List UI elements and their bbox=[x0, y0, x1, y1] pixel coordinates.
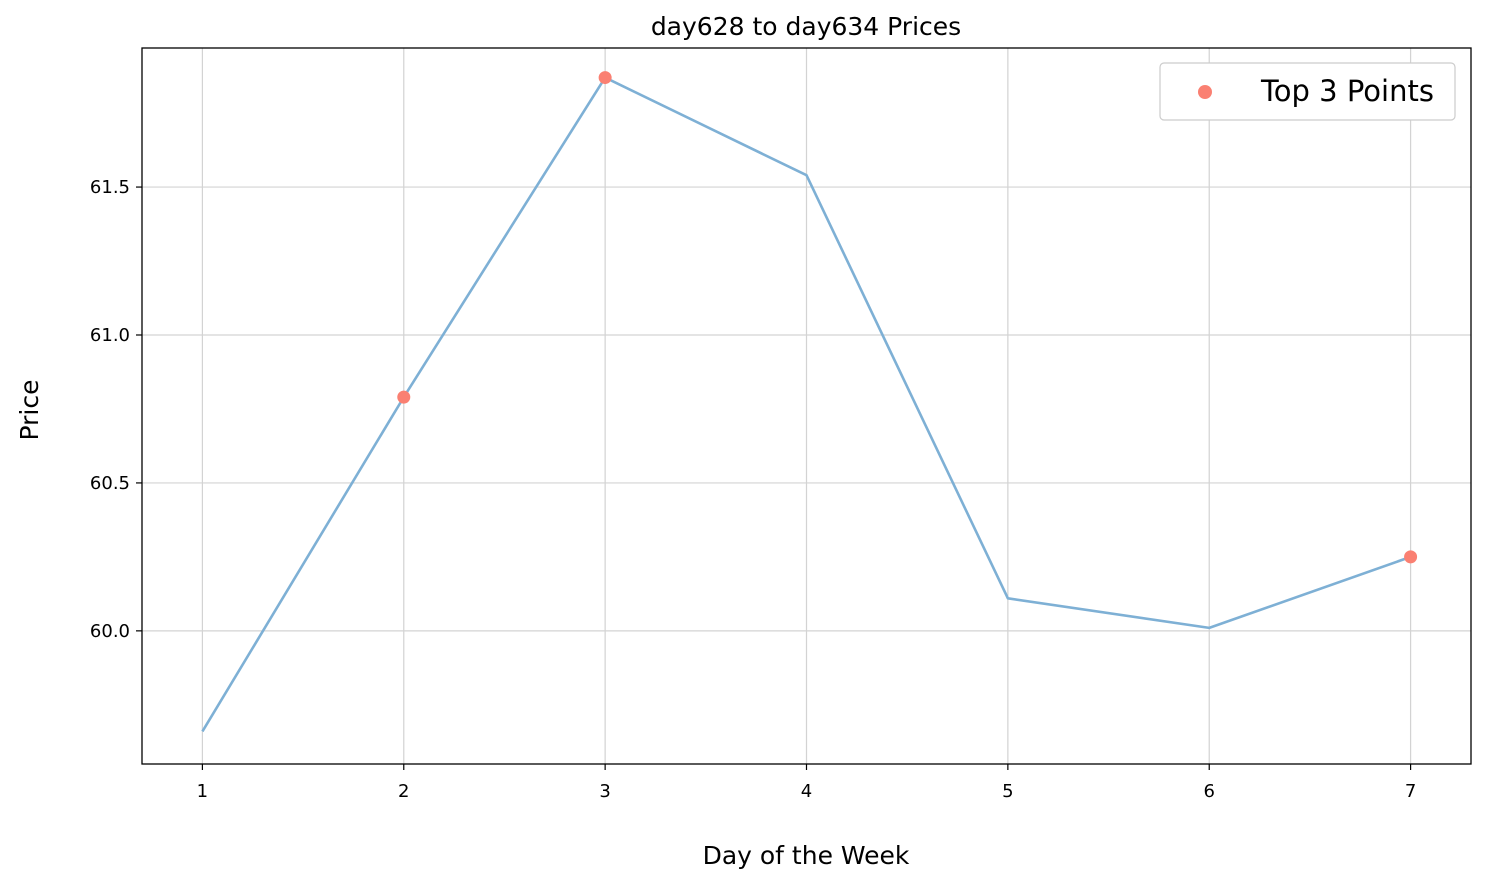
legend-box bbox=[1159, 62, 1456, 121]
top-point-marker bbox=[397, 390, 411, 404]
x-tick-label: 2 bbox=[398, 781, 409, 802]
top-point-marker bbox=[1404, 550, 1418, 564]
y-tick-label: 60.5 bbox=[90, 473, 130, 494]
x-tick-label: 3 bbox=[599, 781, 610, 802]
x-axis-ticks: 1 2 3 4 5 6 7 bbox=[197, 764, 1416, 802]
x-tick-label: 7 bbox=[1405, 781, 1416, 802]
x-tick-label: 6 bbox=[1204, 781, 1215, 802]
legend-label-top-points: Top 3 Points bbox=[1260, 74, 1434, 108]
x-axis-label: Day of the Week bbox=[703, 841, 910, 870]
legend-marker-top-points bbox=[1198, 85, 1212, 99]
legend: Top 3 Points bbox=[1159, 62, 1456, 121]
x-tick-label: 5 bbox=[1002, 781, 1013, 802]
y-tick-label: 61.0 bbox=[90, 325, 130, 346]
chart-title: day628 to day634 Prices bbox=[651, 12, 961, 41]
y-tick-label: 60.0 bbox=[90, 621, 130, 642]
y-tick-label: 61.5 bbox=[90, 177, 130, 198]
grid-lines bbox=[142, 48, 1471, 764]
y-axis-ticks: 60.0 60.5 61.0 61.5 bbox=[90, 177, 142, 642]
top-point-marker bbox=[598, 71, 612, 85]
x-tick-label: 1 bbox=[197, 781, 208, 802]
y-axis-label: Price bbox=[15, 380, 44, 441]
top-points-series bbox=[397, 71, 1418, 564]
x-tick-label: 4 bbox=[801, 781, 812, 802]
